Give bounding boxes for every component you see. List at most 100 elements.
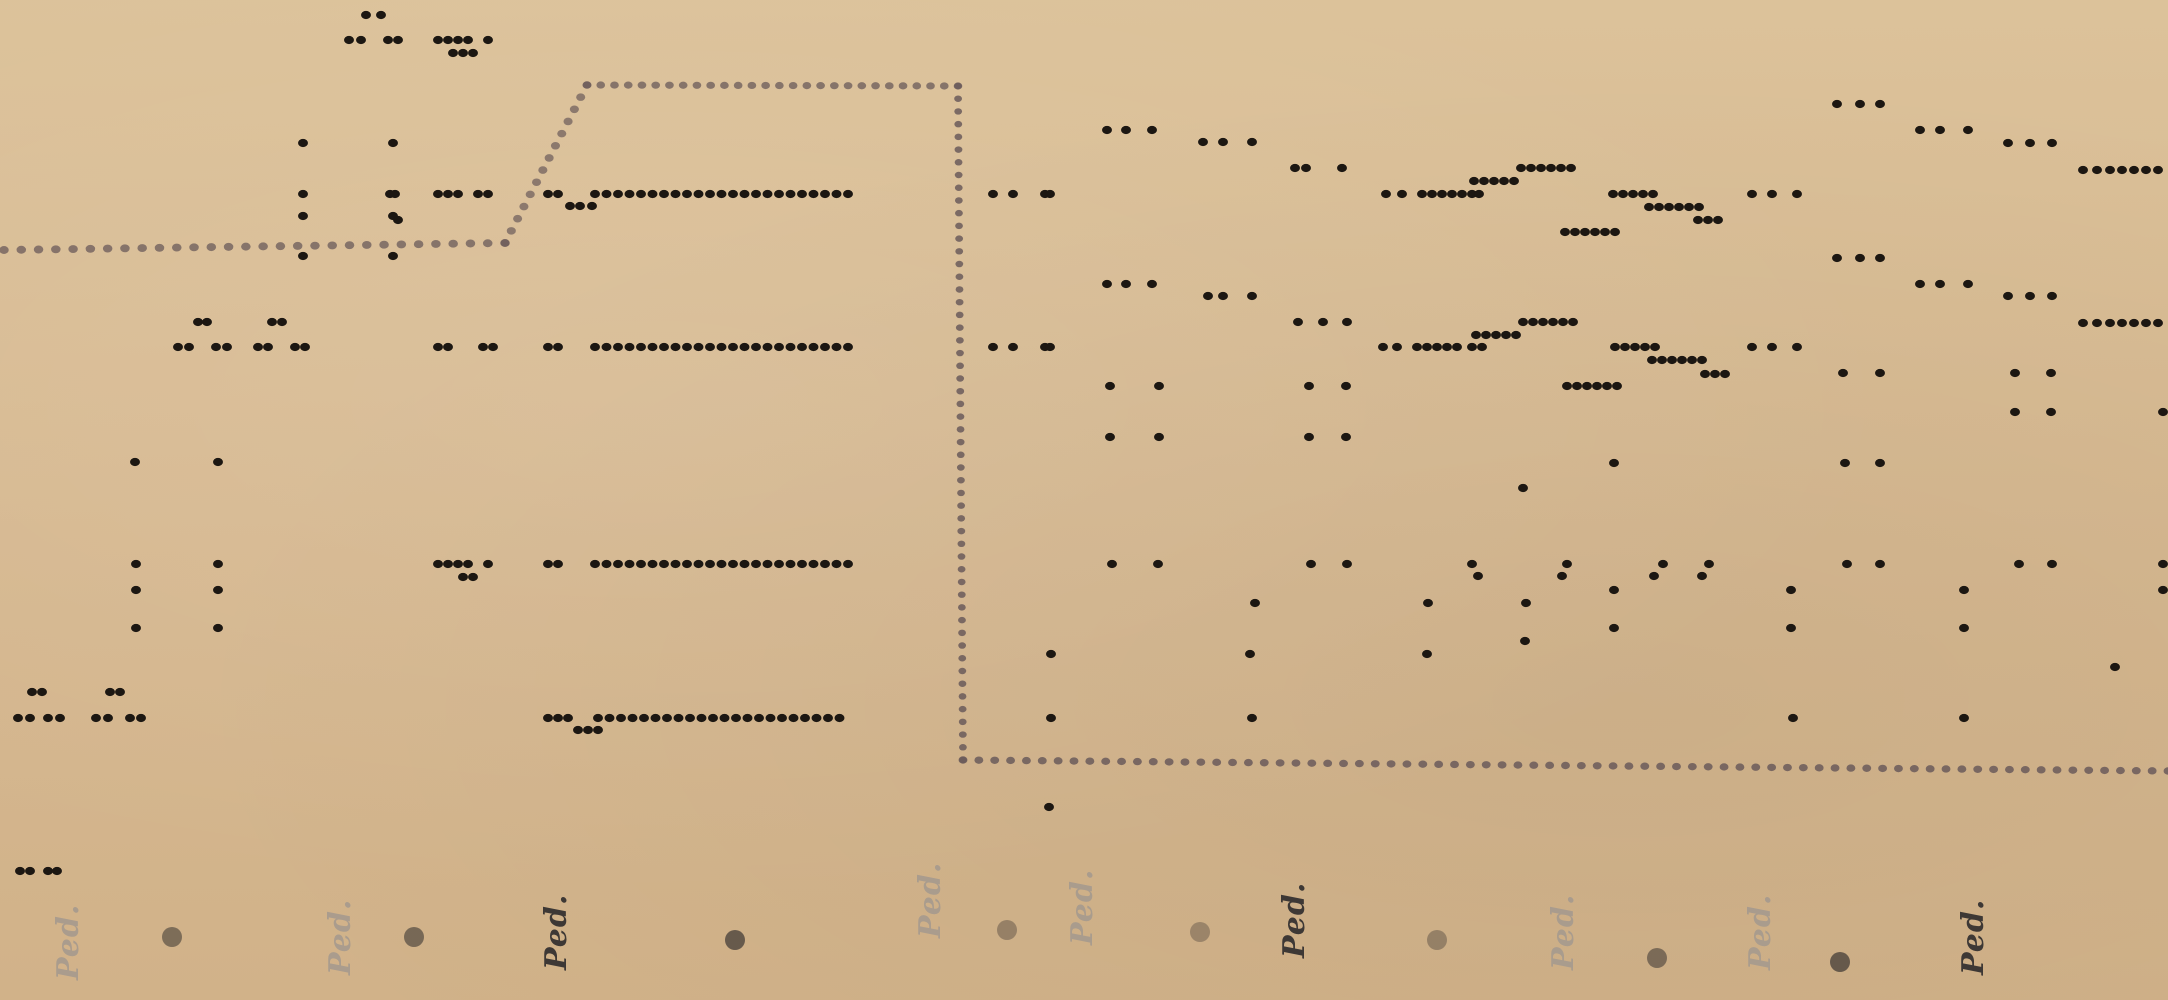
perforation-hole (1521, 598, 1531, 608)
perforation-hole (728, 189, 738, 199)
perforation-hole (788, 713, 799, 723)
ink-blot (1647, 948, 1667, 968)
perforation-hole (1107, 559, 1117, 569)
perforation-hole (955, 248, 964, 255)
perforation-hole (310, 241, 320, 250)
perforation-hole (616, 713, 626, 723)
ink-blot (404, 927, 424, 947)
perforation-hole (1667, 355, 1677, 365)
perforation-hole (665, 81, 674, 89)
perforation-hole (954, 108, 963, 115)
perforation-hole (1720, 369, 1730, 379)
perforation-hole (1973, 765, 1983, 773)
perforation-hole (716, 342, 727, 352)
perforation-hole (298, 251, 308, 261)
perforation-hole (1386, 760, 1396, 768)
perforation-hole (670, 189, 681, 199)
perforation-hole (193, 317, 203, 327)
perforation-hole (1697, 355, 1707, 365)
perforation-hole (808, 189, 819, 199)
perforation-hole (1337, 163, 1347, 173)
perforation-hole (1561, 761, 1570, 770)
perforation-hole (1212, 758, 1222, 767)
perforation-hole (797, 189, 807, 199)
perforation-hole (55, 713, 65, 723)
perforation-hole (1422, 649, 1432, 659)
perforation-hole (1640, 762, 1650, 770)
perforation-hole (1957, 765, 1967, 773)
perforation-hole (659, 189, 669, 199)
perforation-hole (843, 189, 853, 199)
perforation-hole (120, 244, 130, 253)
perforation-hole (2046, 368, 2056, 378)
perforation-hole (1592, 762, 1602, 770)
perforation-hole (85, 244, 96, 253)
perforation-hole (1647, 355, 1657, 365)
perforation-hole (2092, 165, 2102, 175)
perforation-hole (1418, 760, 1428, 768)
perforation-hole (2052, 766, 2062, 774)
perforation-hole (206, 243, 217, 252)
perforation-hole (458, 572, 468, 582)
perforation-hole (939, 82, 949, 90)
perforation-hole (2068, 766, 2078, 774)
perforation-hole (298, 138, 308, 148)
perforation-hole (433, 189, 443, 199)
perforation-hole (1875, 368, 1885, 378)
perforation-hole (1786, 585, 1796, 595)
perforation-hole (958, 718, 967, 726)
perforation-hole (1021, 756, 1031, 765)
perforation-hole (298, 211, 308, 221)
perforation-hole (705, 559, 715, 569)
perforation-hole (954, 120, 963, 128)
perforation-hole (388, 251, 398, 261)
perforation-hole (1452, 342, 1462, 352)
perforation-hole (1638, 189, 1648, 199)
perforation-hole (693, 559, 704, 569)
perforation-hole (1747, 342, 1757, 352)
perforation-hole (290, 342, 300, 352)
perforation-hole (1658, 559, 1668, 569)
perforation-hole (1602, 381, 1612, 391)
perforation-hole (777, 713, 787, 723)
perforation-hole (1304, 432, 1314, 442)
perforation-hole (1562, 559, 1572, 569)
perforation-hole (1704, 559, 1714, 569)
perforation-hole (811, 713, 822, 723)
perforation-hole (954, 159, 963, 166)
perforation-hole (583, 725, 593, 735)
perforation-hole (1497, 761, 1507, 769)
perforation-hole (624, 189, 635, 199)
perforation-hole (443, 342, 453, 352)
perforation-hole (1687, 762, 1697, 771)
perforation-hole (0, 246, 9, 254)
perforation-hole (173, 342, 183, 352)
perforation-hole (775, 81, 784, 90)
perforation-hole (393, 215, 403, 225)
perforation-hole (16, 245, 27, 254)
perforation-hole (636, 342, 646, 352)
perforation-hole (1592, 381, 1602, 391)
perforation-hole (623, 81, 633, 89)
ink-blot (997, 920, 1017, 940)
perforation-hole (957, 502, 966, 509)
perforation-hole (957, 566, 966, 573)
perforation-hole (1243, 758, 1253, 767)
perforation-hole (131, 585, 141, 595)
perforation-hole (956, 362, 964, 370)
perforation-hole (659, 342, 669, 352)
perforation-hole (590, 189, 600, 199)
perforation-hole (1703, 763, 1713, 771)
perforation-hole (1105, 432, 1115, 442)
perforation-hole (1307, 759, 1317, 767)
pedal-dynamic-perforation-lines (0, 81, 2168, 775)
perforation-hole (1875, 458, 1885, 468)
perforation-hole (1751, 763, 1761, 771)
perforation-hole (1518, 317, 1528, 327)
perforation-hole (1301, 163, 1311, 173)
perforation-hole (957, 527, 966, 535)
perforation-hole (13, 713, 23, 723)
perforation-hole (1719, 763, 1729, 771)
perforation-hole (1046, 649, 1056, 659)
perforation-hole (550, 141, 560, 150)
